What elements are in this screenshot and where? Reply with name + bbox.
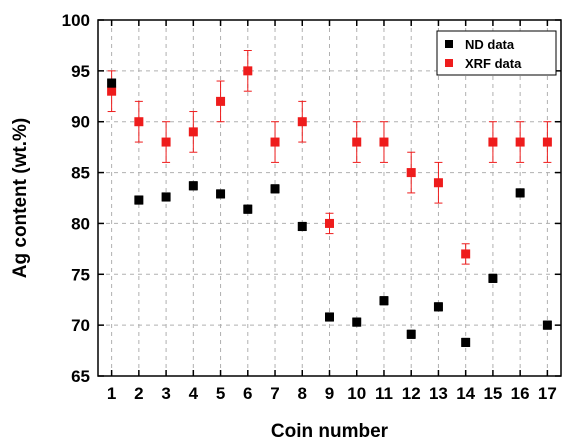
data-point [188,127,198,137]
x-tick-label: 3 [161,384,170,403]
y-tick-label: 90 [71,113,90,132]
data-point [352,317,362,327]
data-point [107,78,117,88]
grid-lines [98,20,561,376]
x-tick-label: 10 [347,384,366,403]
data-point [161,137,171,147]
series-nd-data [107,78,552,348]
y-tick-label: 100 [62,11,90,30]
legend-label: ND data [465,37,515,52]
data-point [461,337,471,347]
y-tick-label: 80 [71,214,90,233]
data-point [433,302,443,312]
plot-series [107,50,552,348]
data-point [352,137,362,147]
x-tick-label: 1 [107,384,116,403]
data-point [515,137,525,147]
x-axis-title: Coin number [271,421,389,442]
data-point [243,204,253,214]
data-point [297,221,307,231]
data-point [406,329,416,339]
data-point [134,117,144,127]
data-point [107,86,117,96]
data-point [488,273,498,283]
legend: ND data XRF data [436,30,557,76]
x-tick-label: 5 [216,384,225,403]
data-point [515,188,525,198]
data-point [297,117,307,127]
data-point [379,137,389,147]
data-point [542,320,552,330]
legend-marker [445,59,453,67]
data-point [134,195,144,205]
data-point [461,249,471,259]
data-point [216,96,226,106]
data-point [542,137,552,147]
data-point [270,184,280,194]
y-tick-label: 65 [71,367,90,386]
x-tick-label: 4 [189,384,199,403]
x-tick-label: 13 [429,384,448,403]
y-tick-label: 95 [71,62,90,81]
x-tick-label: 6 [243,384,252,403]
y-tick-label: 85 [71,164,90,183]
x-tick-label: 2 [134,384,143,403]
legend-marker [445,40,453,48]
x-tick-label: 11 [375,384,393,403]
data-point [488,137,498,147]
y-tick-label: 75 [71,265,90,284]
data-point [406,168,416,178]
data-point [216,189,226,199]
y-tick-label: 70 [71,316,90,335]
x-tick-label: 16 [511,384,530,403]
series-xrf-data [107,50,552,265]
x-tick-label: 14 [456,384,475,403]
data-point [325,312,334,322]
y-axis-title: Ag content (wt.%) [10,118,31,278]
x-tick-label: 15 [483,384,502,403]
x-tick-label: 9 [325,384,334,403]
data-point [433,178,443,188]
x-tick-label: 7 [270,384,279,403]
x-tick-label: 8 [298,384,307,403]
x-tick-label: 12 [402,384,421,403]
legend-box [436,30,557,76]
data-point [270,137,280,147]
data-point [188,181,198,191]
x-tick-label: 17 [538,384,557,403]
legend-label: XRF data [465,56,522,71]
data-point [243,66,253,76]
data-point [379,296,389,306]
data-point [161,192,171,202]
data-point [325,218,334,228]
